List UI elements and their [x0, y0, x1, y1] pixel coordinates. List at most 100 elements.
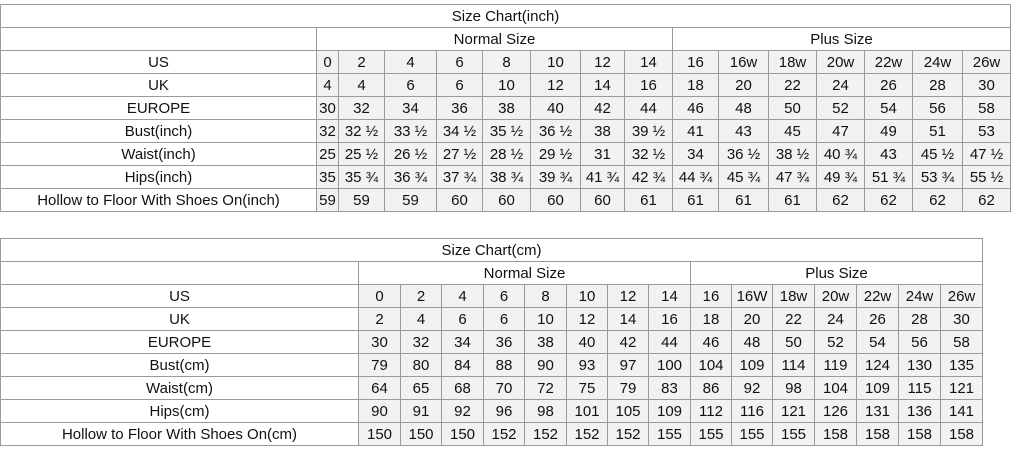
table-row: Bust(inch) 32 32 ½ 33 ½ 34 ½ 35 ½ 36 ½ 38 39 ½ 41…: [0, 119, 1012, 143]
size-value-cell: 109: [648, 399, 691, 423]
size-value-cell: 52: [816, 96, 865, 120]
size-value-cell: 98: [524, 399, 567, 423]
size-value-cell: 26w: [961, 50, 1012, 74]
size-value-cell: 158: [898, 422, 941, 446]
size-value-cell: 131: [856, 399, 899, 423]
size-value-cell: 10: [566, 284, 608, 308]
size-value-cell: 24: [816, 73, 865, 97]
size-value-cell: 14: [580, 73, 625, 97]
size-value-cell: 26w: [939, 284, 984, 308]
size-value-cell: 41: [672, 119, 719, 143]
size-value-cell: 14: [624, 50, 673, 74]
size-value-cell: 24: [814, 307, 857, 331]
size-value-cell: 112: [690, 399, 732, 423]
size-value-cell: 6: [384, 73, 437, 97]
size-value-cell: 48: [718, 96, 769, 120]
size-value-cell: 56: [912, 96, 963, 120]
size-value-cell: 32 ½: [624, 142, 673, 166]
size-value-cell: 92: [441, 399, 484, 423]
size-value-cell: 24w: [912, 50, 963, 74]
size-value-cell: 30: [961, 73, 1012, 97]
row-label: UK: [0, 307, 359, 331]
size-value-cell: 30: [358, 330, 401, 354]
size-value-cell: 35 ½: [482, 119, 531, 143]
size-value-cell: 86: [690, 376, 732, 400]
size-value-cell: 46: [690, 330, 732, 354]
size-value-cell: 130: [898, 353, 941, 377]
size-value-cell: 92: [731, 376, 773, 400]
row-label: Bust(inch): [0, 119, 317, 143]
size-value-cell: 31: [580, 142, 625, 166]
size-value-cell: 48: [731, 330, 773, 354]
size-value-cell: 49: [864, 119, 913, 143]
size-value-cell: 105: [607, 399, 649, 423]
size-value-cell: 4: [384, 50, 437, 74]
size-value-cell: 53 ¾: [912, 165, 963, 189]
size-value-cell: 141: [939, 399, 984, 423]
row-label: Hollow to Floor With Shoes On(inch): [0, 188, 317, 212]
size-value-cell: 18: [690, 307, 732, 331]
size-value-cell: 38 ¾: [482, 165, 531, 189]
empty-header-cell: [0, 27, 317, 51]
size-value-cell: 38 ½: [768, 142, 817, 166]
size-value-cell: 10: [482, 73, 531, 97]
table-row: Bust(cm) 79 80 84 88 90 93 97 100 104 109 114 119 124…: [0, 353, 984, 377]
size-value-cell: 121: [772, 399, 815, 423]
size-value-cell: 62: [816, 188, 865, 212]
plus-size-header: Plus Size: [689, 261, 984, 285]
size-value-cell: 16w: [718, 50, 769, 74]
table-row: EUROPE 30 32 34 36 38 40 42 44 46 48 50 52 54 56 58: [0, 330, 984, 354]
size-value-cell: 55 ½: [961, 165, 1012, 189]
row-label: Hips(cm): [0, 399, 359, 423]
size-value-cell: 65: [400, 376, 442, 400]
size-value-cell: 104: [814, 376, 857, 400]
size-value-cell: 42: [607, 330, 649, 354]
size-value-cell: 158: [939, 422, 984, 446]
size-value-cell: 40: [530, 96, 581, 120]
size-value-cell: 93: [566, 353, 608, 377]
size-value-cell: 18: [672, 73, 719, 97]
size-value-cell: 26: [864, 73, 913, 97]
size-value-cell: 59: [384, 188, 437, 212]
size-value-cell: 46: [672, 96, 719, 120]
size-value-cell: 2: [400, 284, 442, 308]
size-value-cell: 16: [690, 284, 732, 308]
size-value-cell: 62: [864, 188, 913, 212]
size-value-cell: 37 ¾: [436, 165, 483, 189]
size-value-cell: 59: [316, 188, 339, 212]
size-value-cell: 2: [358, 307, 401, 331]
row-label: EUROPE: [0, 330, 359, 354]
table-title: Size Chart(cm): [0, 238, 984, 262]
size-value-cell: 90: [358, 399, 401, 423]
size-value-cell: 152: [566, 422, 608, 446]
size-value-cell: 51 ¾: [864, 165, 913, 189]
size-value-cell: 22w: [856, 284, 899, 308]
size-value-cell: 79: [607, 376, 649, 400]
size-value-cell: 88: [483, 353, 525, 377]
table-row: UK 4 4 6 6 10 12 14 16 18 20 22 24 26 28 30: [0, 73, 1012, 97]
size-value-cell: 10: [530, 50, 581, 74]
size-value-cell: 12: [580, 50, 625, 74]
size-value-cell: 36: [436, 96, 483, 120]
size-value-cell: 109: [731, 353, 773, 377]
table-row: Hollow to Floor With Shoes On(inch) 59 59 5…: [0, 188, 1012, 212]
size-value-cell: 101: [566, 399, 608, 423]
size-value-cell: 2: [338, 50, 385, 74]
size-value-cell: 12: [566, 307, 608, 331]
row-label: US: [0, 284, 359, 308]
size-value-cell: 38: [580, 119, 625, 143]
table-row: Waist(cm) 64 65 68 70 72 75 79 83 86 92 98 104 109 115…: [0, 376, 984, 400]
size-value-cell: 97: [607, 353, 649, 377]
size-value-cell: 6: [441, 307, 484, 331]
size-value-cell: 44: [624, 96, 673, 120]
size-value-cell: 70: [483, 376, 525, 400]
size-value-cell: 72: [524, 376, 567, 400]
size-value-cell: 50: [772, 330, 815, 354]
size-value-cell: 68: [441, 376, 484, 400]
size-value-cell: 35 ¾: [338, 165, 385, 189]
size-value-cell: 38: [524, 330, 567, 354]
size-value-cell: 60: [580, 188, 625, 212]
size-value-cell: 40 ¾: [816, 142, 865, 166]
size-value-cell: 109: [856, 376, 899, 400]
table-title: Size Chart(inch): [0, 4, 1012, 28]
